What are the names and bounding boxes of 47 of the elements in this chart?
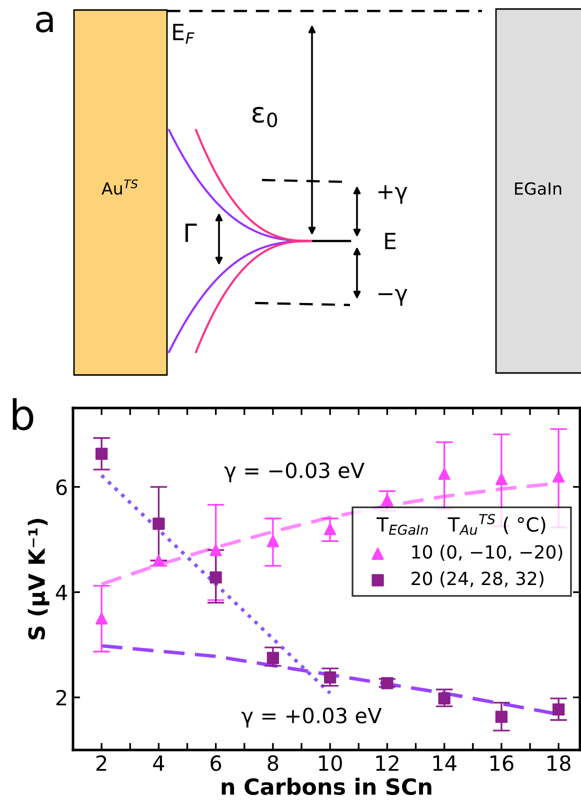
text: Au$^{TS}$: [102, 179, 138, 195]
x-tick-label: 14: [433, 756, 456, 771]
point: [381, 494, 394, 506]
y-tick-label: 2: [56, 690, 66, 706]
annotation: γ = +0.03 eV: [242, 708, 382, 728]
legend-label: 20 (24, 28, 32): [412, 571, 544, 588]
text: Γ: [185, 224, 197, 242]
text: E: [385, 232, 396, 250]
text: a: [36, 12, 53, 32]
text: −γ: [378, 288, 408, 306]
y-tick-label: 6: [56, 479, 67, 496]
x-tick-label: 16: [490, 755, 514, 771]
x-tick-label: 4: [153, 756, 164, 771]
text: EGaIn: [515, 182, 562, 195]
point: [324, 671, 336, 684]
point: [438, 468, 450, 480]
point: [438, 692, 450, 705]
point: [95, 448, 108, 460]
legend-label: 10 (0, −10, −20): [412, 544, 562, 561]
point: [152, 518, 165, 530]
point: [552, 470, 565, 482]
point: [324, 522, 336, 536]
y-tick-label: 4: [56, 584, 67, 600]
text: ε$_{0}$: [252, 106, 278, 128]
y-axis-title: S (µV K⁻¹): [28, 518, 50, 640]
point: [152, 554, 165, 567]
point: [552, 703, 565, 716]
point: [210, 571, 222, 584]
point: [266, 652, 280, 664]
point: [381, 677, 394, 690]
point: [210, 544, 222, 556]
point: [266, 535, 280, 548]
x-tick-label: 6: [210, 755, 222, 771]
x-tick-label: 12: [376, 755, 398, 771]
text: b: [12, 398, 34, 430]
point: [495, 472, 508, 486]
text: E$_{F}$: [173, 24, 194, 44]
text: T$_{EGaIn}$ T$_{Au}$$^{TS}$ ( °C): [376, 514, 546, 535]
point: [495, 710, 508, 723]
x-tick-label: 8: [268, 755, 278, 771]
annotation: γ = −0.03 eV: [224, 462, 364, 482]
point: [95, 612, 108, 625]
x-tick-label: 18: [548, 755, 570, 771]
text: +γ: [378, 185, 408, 204]
x-tick-label: 10: [319, 755, 342, 771]
x-tick-label: 2: [96, 755, 106, 771]
x-axis-title: n Carbons in SCn: [222, 778, 432, 796]
